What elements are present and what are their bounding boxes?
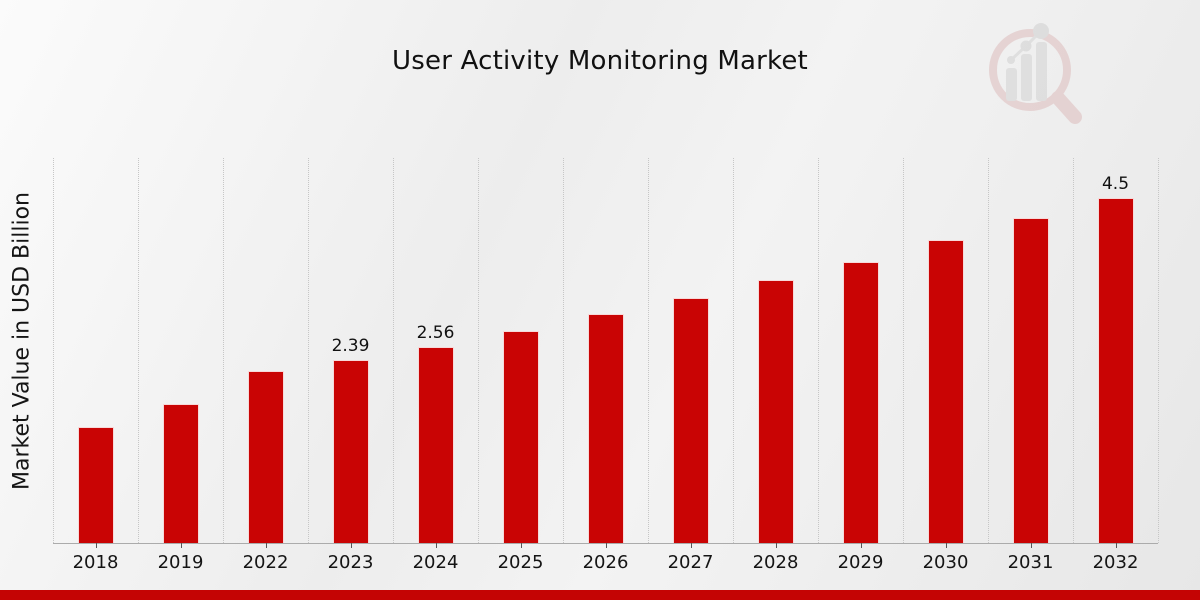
chart-title: User Activity Monitoring Market <box>392 46 808 76</box>
x-axis-tick <box>605 543 607 548</box>
x-axis-label-2025: 2025 <box>497 552 544 573</box>
bar-2032 <box>1097 197 1134 543</box>
x-axis-tick <box>860 543 862 548</box>
magnifier-ring-icon <box>989 29 1071 111</box>
x-axis-tick <box>180 543 182 548</box>
x-axis-tick <box>945 543 947 548</box>
y-axis-label: Market Value in USD Billion <box>9 191 35 491</box>
magnifier-handle-icon <box>1051 91 1082 124</box>
x-axis-label-2028: 2028 <box>752 552 799 573</box>
x-axis-label-2031: 2031 <box>1007 552 1054 573</box>
x-axis-tick <box>95 543 97 548</box>
gridline <box>308 158 309 543</box>
logo-dot-medium-icon <box>1020 40 1032 52</box>
bar-2028 <box>757 279 794 543</box>
x-axis-tick <box>520 543 522 548</box>
bar-2031 <box>1012 217 1049 543</box>
gridline <box>563 158 564 543</box>
bar-2019 <box>162 404 199 543</box>
gridline <box>648 158 649 543</box>
bar-value-label: 4.5 <box>1101 173 1130 194</box>
x-axis-tick <box>350 543 352 548</box>
gridline <box>1158 158 1159 543</box>
bar-2022 <box>247 371 284 543</box>
gridline <box>478 158 479 543</box>
gridline <box>393 158 394 543</box>
bar-value-label: 2.56 <box>416 322 455 343</box>
footer-accent-bar <box>0 590 1200 600</box>
x-axis-tick <box>775 543 777 548</box>
x-axis-label-2030: 2030 <box>922 552 969 573</box>
logo-dot-small-icon <box>1007 56 1015 64</box>
x-axis-label-2024: 2024 <box>412 552 459 573</box>
bar-2027 <box>672 298 709 543</box>
logo-dot-large-icon <box>1033 23 1049 39</box>
logo-bar-medium-icon <box>1021 54 1032 101</box>
x-axis-tick <box>1115 543 1117 548</box>
gridline <box>53 158 54 543</box>
gridline <box>138 158 139 543</box>
bar-2024 <box>417 346 454 543</box>
x-axis-tick <box>690 543 692 548</box>
x-axis-tick <box>265 543 267 548</box>
logo-bar-large-icon <box>1036 42 1047 101</box>
bar-2026 <box>587 314 624 543</box>
x-axis-label-2032: 2032 <box>1092 552 1139 573</box>
x-axis-label-2019: 2019 <box>157 552 204 573</box>
x-axis-label-2027: 2027 <box>667 552 714 573</box>
gridline <box>903 158 904 543</box>
gridline <box>1073 158 1074 543</box>
x-axis-label-2026: 2026 <box>582 552 629 573</box>
logo-bar-small-icon <box>1006 68 1017 101</box>
gridline <box>818 158 819 543</box>
gridline <box>223 158 224 543</box>
x-axis-label-2018: 2018 <box>72 552 119 573</box>
bar-2030 <box>927 240 964 543</box>
bar-2029 <box>842 261 879 543</box>
gridline <box>733 158 734 543</box>
x-axis-tick <box>1030 543 1032 548</box>
gridline <box>988 158 989 543</box>
plot-area: 2018 2019 2022 2.39 2023 2.56 2024 2025 2026 2027… <box>53 158 1159 573</box>
bar-value-label: 2.39 <box>331 335 370 356</box>
bar-2023 <box>332 359 369 543</box>
x-axis-label-2029: 2029 <box>837 552 884 573</box>
x-axis-label-2022: 2022 <box>242 552 289 573</box>
x-axis-label-2023: 2023 <box>327 552 374 573</box>
bar-2018 <box>77 427 114 543</box>
x-axis-tick <box>435 543 437 548</box>
bar-2025 <box>502 331 539 543</box>
magnifier-bar-chart-logo <box>989 23 1082 124</box>
